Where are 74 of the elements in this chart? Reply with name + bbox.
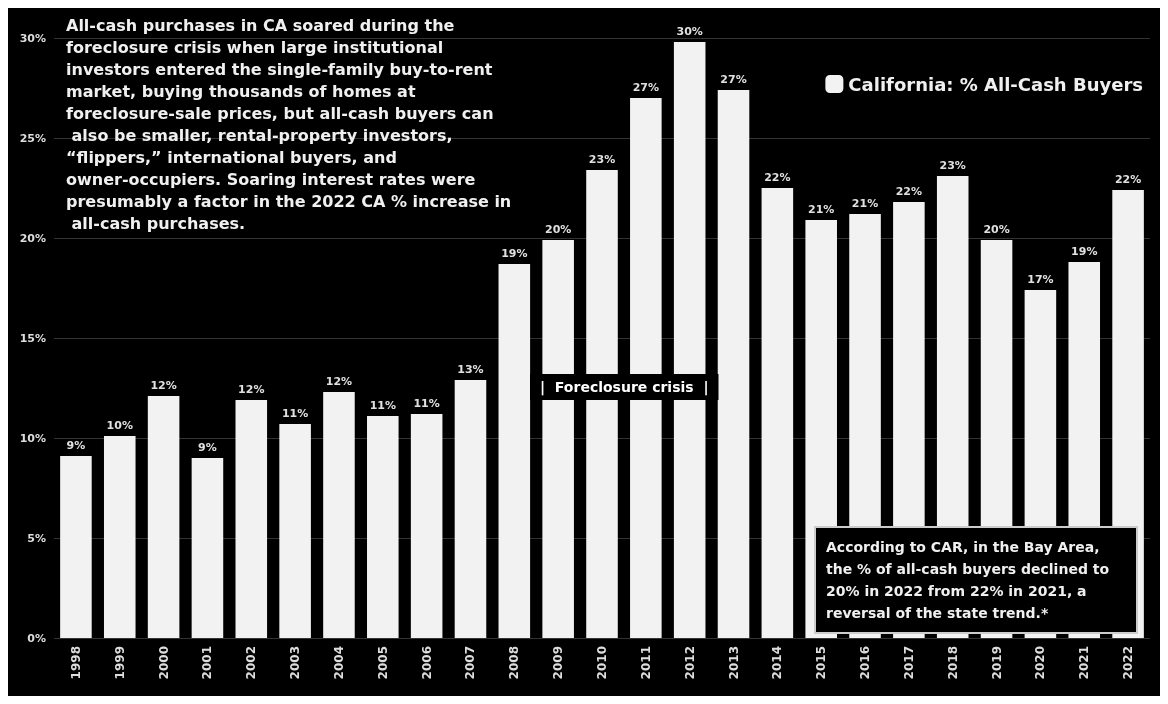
bar: [191, 458, 224, 638]
data-label: 11%: [281, 407, 309, 420]
data-label: 11%: [413, 397, 440, 410]
data-label: 13%: [457, 363, 484, 376]
data-label: 19%: [1071, 245, 1098, 258]
x-tick-label: 2015: [814, 646, 829, 680]
x-tick-label: 2007: [463, 646, 478, 680]
data-label: 20%: [544, 223, 572, 236]
x-tick-label: 2005: [375, 646, 390, 680]
x-tick-label: 2012: [682, 646, 697, 680]
x-tick-label: 2021: [1077, 646, 1092, 680]
y-tick-label: 15%: [19, 331, 46, 345]
data-label: 9%: [66, 439, 86, 452]
x-tick-label: 2020: [1033, 646, 1048, 680]
x-tick-label: 2006: [419, 646, 434, 680]
data-label: 27%: [632, 81, 660, 94]
x-tick-label: 2001: [200, 646, 215, 680]
x-tick-label: 2017: [901, 646, 916, 680]
x-tick-label: 2014: [770, 646, 785, 680]
x-tick-label: 2002: [244, 646, 259, 680]
bar: [498, 264, 531, 638]
bar: [103, 436, 136, 638]
bar: [717, 90, 750, 638]
x-tick-label: 1999: [112, 646, 127, 680]
x-tick-label: 2019: [989, 646, 1004, 680]
data-label: 17%: [1027, 273, 1054, 286]
data-label: 20%: [983, 223, 1010, 236]
y-tick-label: 0%: [27, 631, 46, 645]
data-label: 21%: [851, 197, 879, 210]
text: All-cash purchases in CA soared during the foreclosure crisis when large institutional investors entered the single-family buy-to-rent market, buying thousands of homes at foreclosure-sale prices, but all-cash buyers can also be smaller, rental-property investors, “flippers,” international buyers, and owner-occupiers. Soaring interest rates were presumably a factor in the 2022 CA % increase in all-cash purchases.: [66, 15, 512, 233]
x-tick-label: 2003: [288, 646, 303, 680]
x-tick-label: 2000: [156, 646, 171, 680]
annotation: | Foreclosure crisis |: [540, 379, 709, 396]
data-label: 27%: [720, 73, 747, 86]
x-tick-label: 2011: [638, 646, 653, 680]
data-label: 30%: [676, 25, 703, 38]
bar: [323, 392, 355, 638]
bar: [279, 424, 311, 638]
data-label: 12%: [325, 375, 353, 388]
bar: [367, 416, 399, 638]
data-label: 22%: [895, 185, 923, 198]
data-label: 9%: [198, 441, 217, 454]
bar: [761, 188, 794, 638]
data-label: 12%: [150, 379, 177, 392]
data-label: 10%: [106, 419, 133, 432]
x-tick-label: 2018: [945, 646, 960, 680]
bar: [410, 414, 443, 638]
y-tick-label: 25%: [19, 131, 46, 145]
data-label: 22%: [764, 171, 791, 184]
y-tick-label: 30%: [19, 31, 46, 45]
annotation: According to CAR, in the Bay Area, the % of all-cash buyers declined to 20% in 2022 from 22% in 2021, a reversal of the state trend.*: [826, 539, 1114, 621]
bar: [147, 396, 180, 638]
data-label: 23%: [588, 153, 616, 166]
data-label: 11%: [369, 399, 396, 412]
x-tick-label: 2008: [507, 646, 522, 680]
data-label: 19%: [501, 247, 528, 260]
bar: [60, 456, 92, 638]
x-tick-label: 2022: [1121, 646, 1136, 680]
y-tick-label: 5%: [27, 531, 46, 545]
y-tick-label: 20%: [19, 231, 46, 245]
data-label: 21%: [808, 203, 835, 216]
data-label: 23%: [939, 159, 966, 172]
data-label: 12%: [238, 383, 265, 396]
x-tick-label: 2010: [595, 646, 609, 680]
bar: [454, 380, 487, 638]
x-tick-label: 2016: [858, 646, 873, 680]
x-tick-label: 1998: [68, 646, 83, 680]
legend-label: California: % All-Cash Buyers: [848, 73, 1144, 95]
data-label: 22%: [1114, 173, 1142, 186]
x-tick-label: 2004: [331, 646, 346, 680]
bar: [235, 400, 268, 638]
y-tick-label: 10%: [19, 431, 46, 445]
x-tick-label: 2009: [551, 646, 566, 680]
x-tick-label: 2013: [726, 646, 741, 680]
